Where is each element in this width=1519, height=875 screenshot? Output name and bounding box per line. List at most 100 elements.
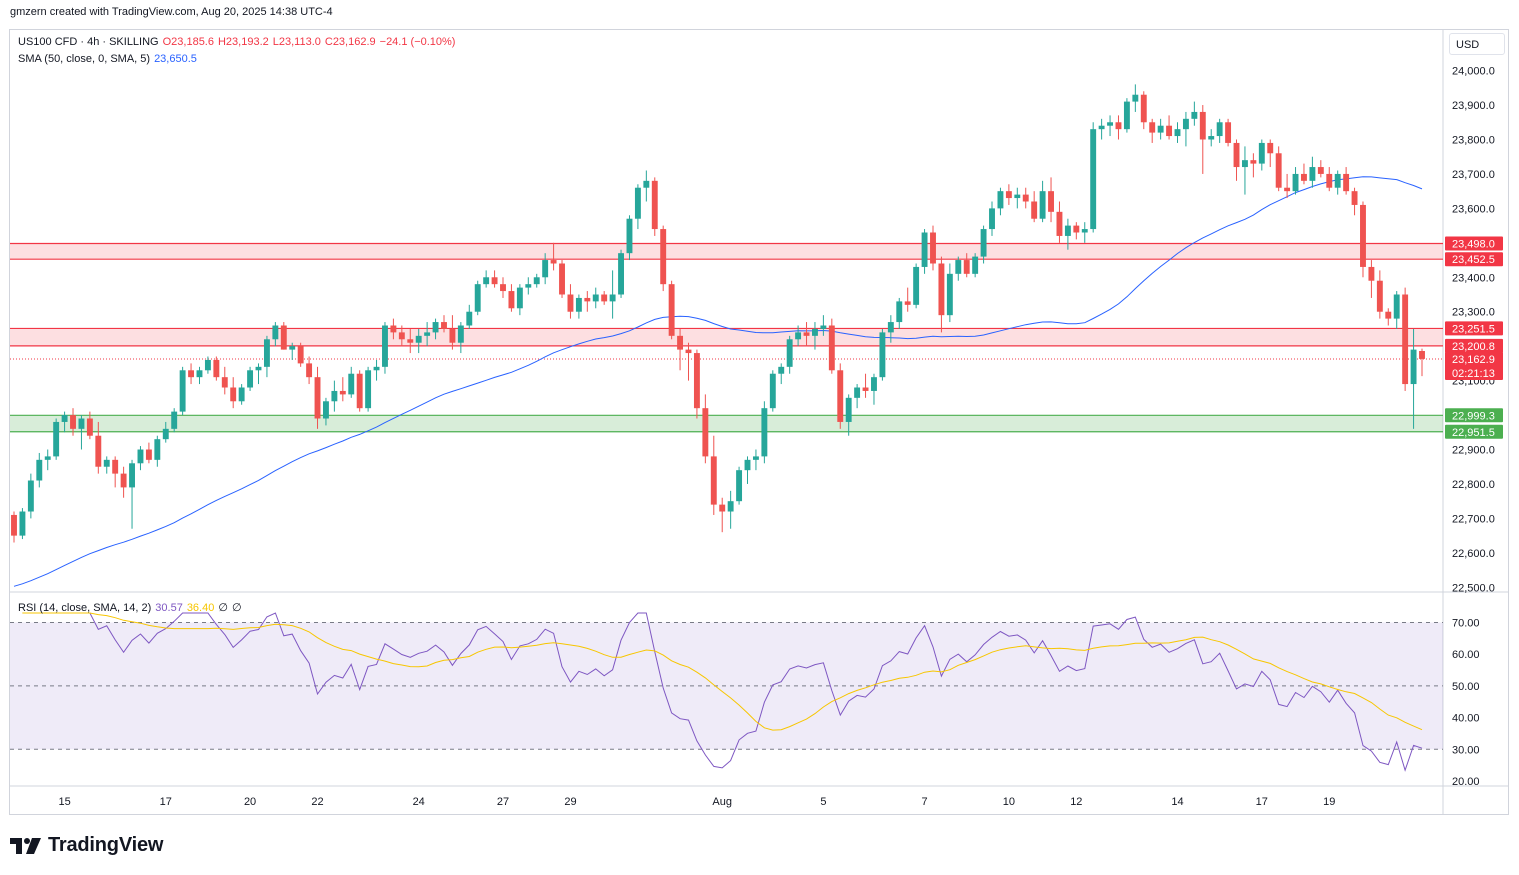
candle-body (1199, 111, 1206, 140)
candle-body (1140, 94, 1147, 123)
candle-body (921, 232, 928, 267)
last-price-tag-bg (1445, 351, 1503, 380)
candle-body (1132, 94, 1139, 102)
candle-body (516, 287, 523, 309)
candle-body (1393, 294, 1400, 319)
candle-body (584, 297, 591, 302)
candle-body (1309, 167, 1316, 181)
candle-body (634, 187, 641, 219)
price-axis-tick: 22,500.0 (1452, 582, 1495, 594)
time-axis-tick: 15 (58, 796, 70, 808)
currency-button[interactable]: USD (1449, 33, 1505, 55)
candle-body (1005, 191, 1012, 199)
candle-body (1157, 125, 1164, 133)
candle-body (1258, 142, 1265, 164)
candle-body (1225, 122, 1232, 143)
candle-body (1090, 129, 1097, 230)
candle-body (272, 325, 279, 340)
candle-body (1073, 225, 1080, 233)
candle-body (1317, 167, 1324, 174)
candle-body (373, 366, 380, 371)
candle-body (542, 260, 549, 278)
candle-body (896, 301, 903, 323)
candle-body (1014, 194, 1021, 199)
candle-body (263, 339, 270, 367)
tradingview-logo: TradingView (10, 834, 163, 857)
candle-body (154, 439, 161, 460)
candle-body (112, 459, 119, 474)
candle-body (61, 415, 68, 422)
candle-body (19, 511, 26, 536)
zone-price-label: 23,498.0 (1452, 239, 1495, 251)
candle-body (491, 277, 498, 285)
candle-body (441, 322, 447, 329)
candle-body (314, 377, 321, 419)
candle-body (989, 208, 995, 230)
candle-body (871, 377, 877, 391)
rsi-axis-tick: 20.00 (1452, 776, 1480, 788)
candle-body (323, 401, 329, 419)
candle-body (592, 294, 599, 302)
candle-body (1208, 136, 1215, 140)
candle-body (213, 359, 220, 378)
candle-body (946, 273, 953, 316)
candle-body (11, 514, 17, 536)
rsi-line (22, 612, 1423, 772)
candle-body (188, 370, 195, 378)
time-axis-tick: 5 (820, 796, 826, 808)
price-axis-tick: 24,000.0 (1452, 66, 1495, 78)
zone-price-label: 23,200.8 (1452, 341, 1495, 353)
candle-body (626, 218, 633, 254)
chart-frame (9, 29, 1509, 815)
price-axis-tick: 22,800.0 (1452, 479, 1495, 491)
rsi-label: RSI (14, close, SMA, 14, 2) (18, 602, 152, 614)
candle-body (179, 370, 186, 412)
time-axis-tick: 22 (311, 796, 323, 808)
candle-body (95, 435, 102, 467)
candle-body (120, 473, 127, 488)
candle-body (500, 284, 506, 292)
zone-price-label-bg (1445, 236, 1503, 251)
rsi-extra-1: ∅ (218, 602, 228, 614)
candle-body (744, 459, 751, 471)
candle-body (963, 260, 970, 274)
candle-body (162, 428, 169, 440)
zone-resistance-lower (10, 328, 1443, 346)
candle-body (752, 456, 759, 460)
candle-body (1241, 160, 1248, 168)
rsi-legend[interactable]: RSI (14, close, SMA, 14, 2) 30.57 36.40 ∅ ∅ (18, 601, 246, 614)
sma-legend[interactable]: SMA (50, close, 0, SMA, 5) 23,650.5 (18, 53, 201, 65)
candle-body (1115, 122, 1122, 130)
candle-body (887, 322, 894, 333)
candle-body (710, 456, 717, 505)
candle-body (786, 339, 793, 367)
zone-price-label-bg (1445, 408, 1503, 423)
candle-body (230, 387, 237, 402)
last-price-label: 23,162.9 (1452, 354, 1495, 366)
candle-body (685, 349, 692, 354)
candle-body (348, 373, 355, 395)
candle-body (727, 501, 734, 512)
candle-body (306, 363, 313, 378)
candle-body (407, 339, 414, 343)
time-axis-tick: 12 (1070, 796, 1082, 808)
zone-price-label-bg (1445, 321, 1503, 336)
candle-body (356, 373, 363, 409)
time-axis-tick: Aug (712, 796, 732, 808)
price-legend[interactable]: US100 CFD · 4h · SKILLING O23,185.6 H23,19… (18, 36, 459, 48)
candle-body (432, 322, 439, 333)
candle-body (238, 387, 245, 402)
candle-body (761, 408, 768, 457)
high-value: H23,193.2 (217, 36, 269, 48)
time-axis-tick: 29 (564, 796, 576, 808)
tradingview-logo-icon (10, 837, 41, 854)
price-axis-tick: 23,800.0 (1452, 134, 1495, 146)
candle-body (53, 421, 60, 457)
candle-body (415, 335, 422, 343)
time-axis-tick: 27 (497, 796, 509, 808)
candle-body (508, 291, 515, 309)
candle-body (86, 418, 93, 436)
low-value: L23,113.0 (272, 36, 321, 48)
candle-body (1233, 142, 1240, 168)
